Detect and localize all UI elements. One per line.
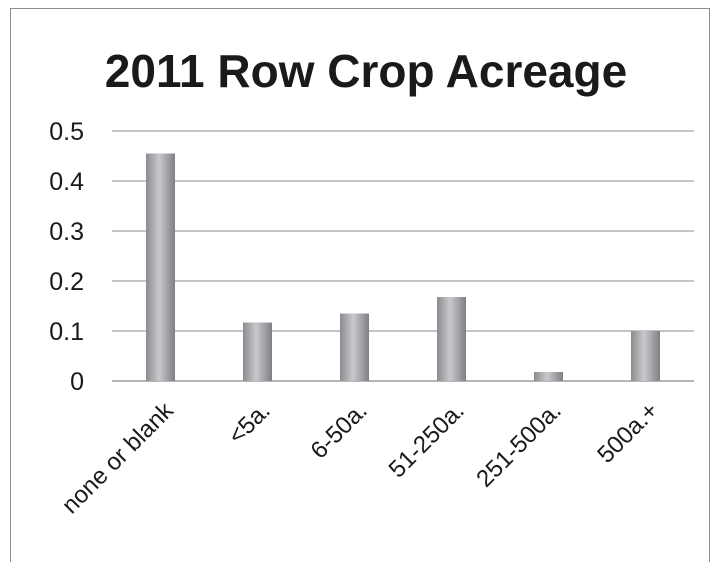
- x-tick-label: 500a.+: [592, 397, 663, 468]
- bar: [534, 372, 563, 381]
- chart-frame: [10, 8, 710, 562]
- y-tick-label: 0: [70, 368, 84, 396]
- x-tick-label: 251-500a.: [471, 397, 567, 493]
- bar: [243, 322, 272, 381]
- y-tick-label: 0.1: [49, 318, 84, 346]
- bar: [437, 297, 466, 381]
- bar: [631, 331, 660, 381]
- x-tick-label: 6-50a.: [306, 397, 373, 464]
- y-tick-label: 0.5: [49, 118, 84, 146]
- y-tick-label: 0.4: [49, 168, 84, 196]
- x-tick-label: none or blank: [57, 396, 180, 519]
- bar: [146, 153, 175, 381]
- bars: [146, 153, 660, 381]
- x-tick-label: <5a.: [223, 397, 276, 450]
- chart-title: 2011 Row Crop Acreage: [104, 45, 628, 97]
- bar: [340, 313, 369, 381]
- y-tick-labels: 0 0.1 0.2 0.3 0.4 0.5: [49, 118, 84, 396]
- gridlines: [112, 130, 694, 382]
- x-tick-labels: none or blank <5a. 6-50a. 51-250a. 251-500a.…: [57, 396, 664, 519]
- y-tick-label: 0.3: [49, 218, 84, 246]
- x-tick-label: 51-250a.: [384, 397, 470, 483]
- y-tick-label: 0.2: [49, 268, 84, 296]
